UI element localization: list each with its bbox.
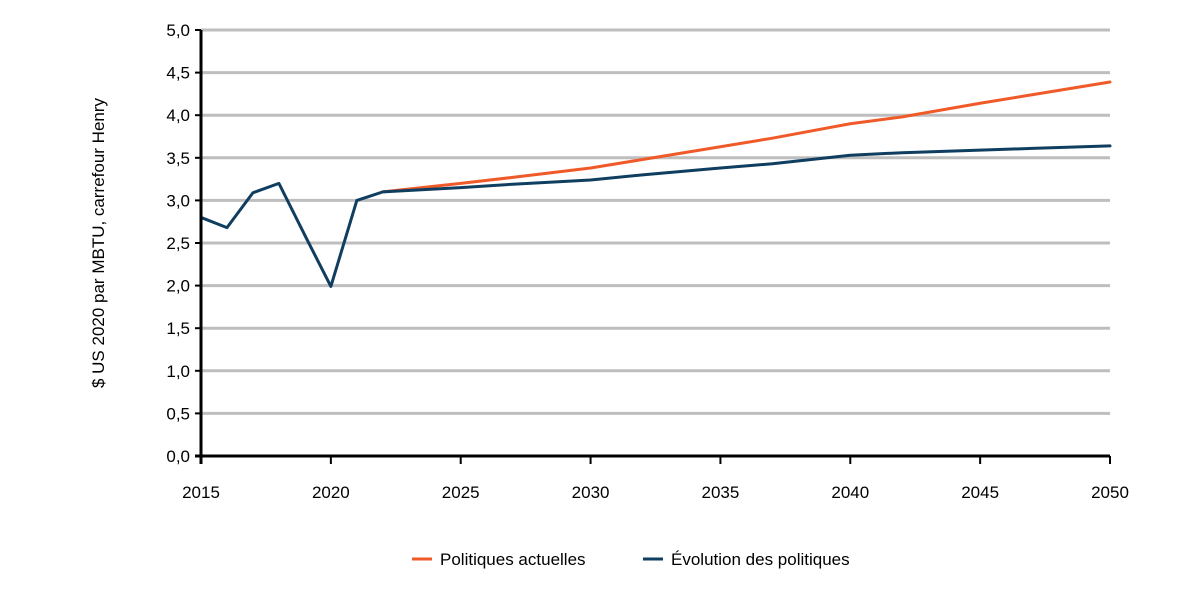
y-tick-label: 4,5 <box>166 64 190 83</box>
y-tick-label: 1,5 <box>166 319 190 338</box>
y-tick-label: 3,0 <box>166 191 190 210</box>
y-tick-label: 4,0 <box>166 106 190 125</box>
y-tick-labels: 0,0 0,5 1,0 1,5 2,0 2,5 3,0 3,5 4,0 4,5 5,0 <box>166 21 190 466</box>
series-line-evolving-policies <box>199 144 1112 288</box>
legend: Politiques actuelles Évolution des politi… <box>412 550 850 569</box>
y-tick-label: 5,0 <box>166 21 190 40</box>
y-tick-label: 1,0 <box>166 362 190 381</box>
series-line-current-policies <box>381 80 1112 194</box>
x-tick-label: 2020 <box>312 483 350 502</box>
legend-label: Évolution des politiques <box>671 550 850 569</box>
x-tick-label: 2035 <box>702 483 740 502</box>
y-tick-label: 2,5 <box>166 234 190 253</box>
y-tick-label: 0,0 <box>166 447 190 466</box>
gridlines <box>201 28 1110 415</box>
x-tick-label: 2015 <box>182 483 220 502</box>
y-axis-title: $ US 2020 par MBTU, carrefour Henry <box>89 97 108 388</box>
x-tick-label: 2040 <box>831 483 869 502</box>
y-tick-label: 0,5 <box>166 404 190 423</box>
x-tick-label: 2030 <box>572 483 610 502</box>
y-tick-label: 3,5 <box>166 149 190 168</box>
x-tick-labels: 2015 2020 2025 2030 2035 2040 2045 2050 <box>182 483 1129 502</box>
x-tick-label: 2050 <box>1091 483 1129 502</box>
series-lines <box>199 80 1112 288</box>
axes <box>195 29 1111 464</box>
y-tick-label: 2,0 <box>166 277 190 296</box>
x-tick-label: 2025 <box>442 483 480 502</box>
legend-label: Politiques actuelles <box>440 550 586 569</box>
x-tick-label: 2045 <box>961 483 999 502</box>
